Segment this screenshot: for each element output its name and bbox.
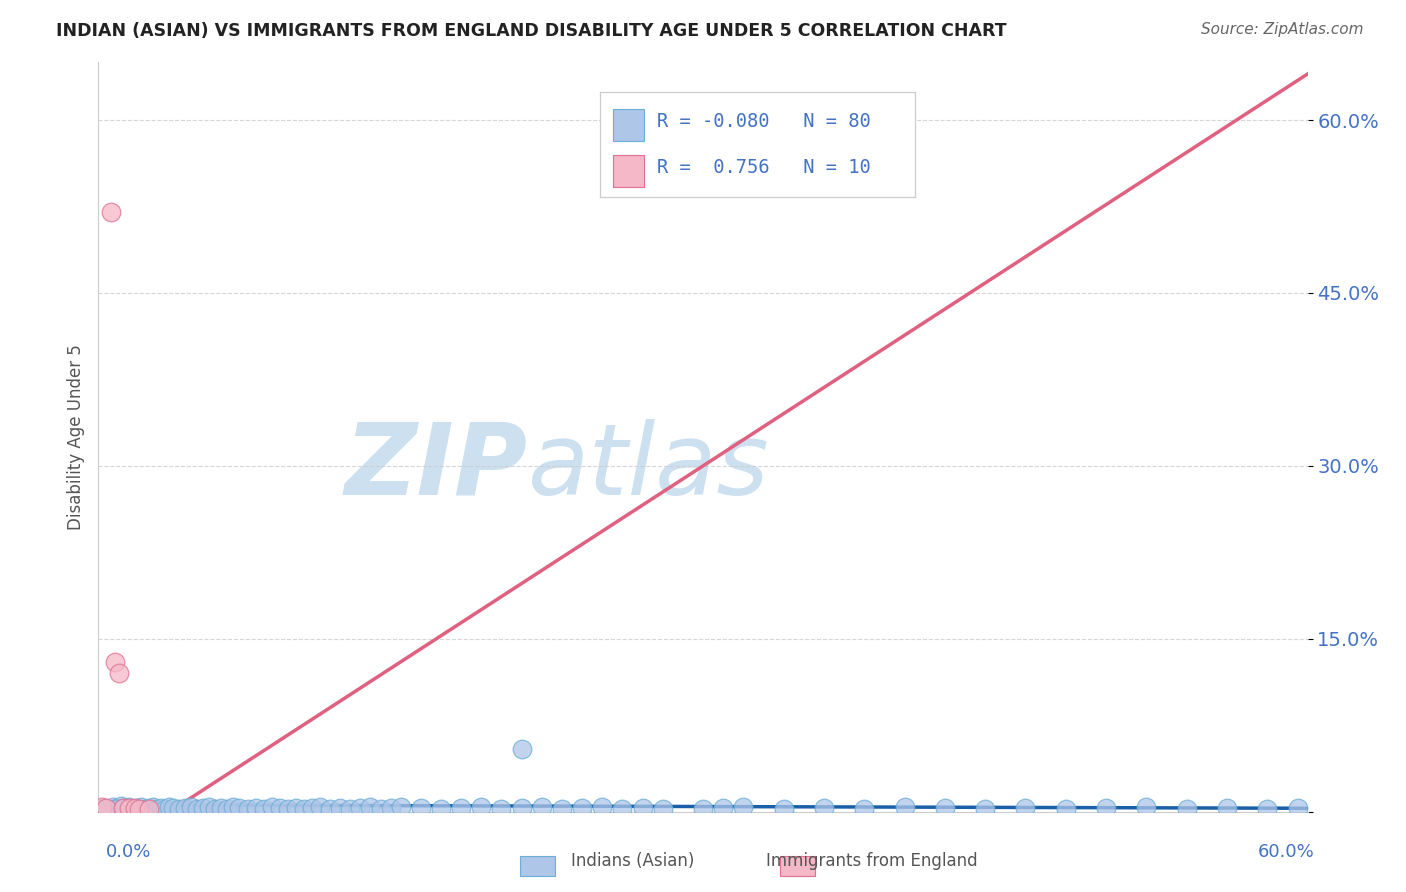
Point — [360, 800, 382, 814]
Point — [111, 801, 134, 815]
Point — [167, 802, 190, 816]
Point — [217, 802, 239, 816]
Point — [491, 802, 513, 816]
Point — [222, 800, 245, 814]
Point — [142, 800, 165, 814]
Point — [692, 802, 714, 816]
Point — [349, 801, 371, 815]
Point — [1175, 802, 1198, 816]
Point — [974, 802, 997, 816]
Point — [236, 802, 259, 816]
Point — [180, 800, 202, 814]
Point — [591, 800, 613, 814]
Point — [1135, 800, 1157, 814]
Point — [105, 801, 128, 815]
Point — [107, 666, 129, 681]
Point — [100, 205, 122, 219]
Point — [186, 802, 208, 816]
Point — [134, 802, 156, 816]
Point — [198, 800, 221, 814]
Point — [470, 800, 492, 814]
Point — [162, 801, 184, 815]
Point — [711, 801, 734, 815]
Point — [309, 800, 332, 814]
Point — [260, 800, 283, 814]
Point — [153, 802, 176, 816]
Point — [450, 801, 472, 815]
Point — [103, 655, 125, 669]
Point — [1014, 801, 1036, 815]
Point — [118, 801, 141, 815]
Point — [1054, 802, 1077, 816]
Point — [813, 801, 835, 815]
Text: Indians (Asian): Indians (Asian) — [571, 852, 695, 870]
Y-axis label: Disability Age Under 5: Disability Age Under 5 — [66, 344, 84, 530]
Point — [103, 802, 125, 816]
Point — [651, 802, 673, 816]
Point — [110, 799, 132, 814]
Point — [370, 802, 392, 816]
Point — [269, 801, 291, 815]
Point — [510, 801, 533, 815]
Point — [253, 802, 276, 816]
Point — [124, 801, 146, 815]
Point — [149, 801, 172, 815]
Point — [301, 801, 323, 815]
Point — [1286, 801, 1309, 815]
Point — [329, 801, 352, 815]
Point — [893, 800, 915, 814]
Point — [934, 801, 956, 815]
Point — [128, 802, 150, 816]
Text: INDIAN (ASIAN) VS IMMIGRANTS FROM ENGLAND DISABILITY AGE UNDER 5 CORRELATION CHA: INDIAN (ASIAN) VS IMMIGRANTS FROM ENGLAN… — [56, 22, 1007, 40]
Point — [772, 802, 794, 816]
Point — [125, 801, 148, 815]
Point — [114, 801, 136, 815]
Point — [228, 801, 250, 815]
Point — [389, 800, 412, 814]
Point — [380, 801, 402, 815]
Text: 60.0%: 60.0% — [1258, 843, 1315, 861]
Point — [430, 802, 453, 816]
Point — [571, 801, 593, 815]
Point — [129, 800, 152, 814]
Point — [101, 800, 124, 814]
Point — [612, 802, 634, 816]
Point — [339, 802, 361, 816]
Point — [551, 802, 574, 816]
Point — [409, 801, 432, 815]
Text: atlas: atlas — [527, 418, 769, 516]
Point — [530, 800, 553, 814]
Point — [138, 801, 160, 815]
Point — [1216, 801, 1239, 815]
Point — [91, 800, 114, 814]
Point — [209, 801, 232, 815]
Point — [1095, 801, 1118, 815]
Point — [146, 802, 169, 816]
Point — [193, 801, 215, 815]
Point — [284, 801, 307, 815]
Point — [138, 802, 160, 816]
Text: Immigrants from England: Immigrants from England — [766, 852, 977, 870]
Point — [853, 802, 876, 816]
Point — [277, 802, 299, 816]
Text: Source: ZipAtlas.com: Source: ZipAtlas.com — [1201, 22, 1364, 37]
Point — [1256, 802, 1278, 816]
Point — [111, 801, 134, 815]
Point — [510, 742, 533, 756]
Point — [319, 802, 342, 816]
Point — [93, 801, 115, 815]
Point — [121, 802, 143, 816]
Point — [245, 801, 267, 815]
Point — [96, 801, 118, 815]
Point — [631, 801, 654, 815]
Point — [292, 802, 315, 816]
Text: 0.0%: 0.0% — [105, 843, 150, 861]
Text: ZIP: ZIP — [344, 418, 527, 516]
Point — [97, 802, 120, 816]
Point — [733, 800, 755, 814]
Point — [204, 802, 226, 816]
Point — [174, 801, 197, 815]
Point — [157, 800, 180, 814]
Point — [118, 800, 141, 814]
